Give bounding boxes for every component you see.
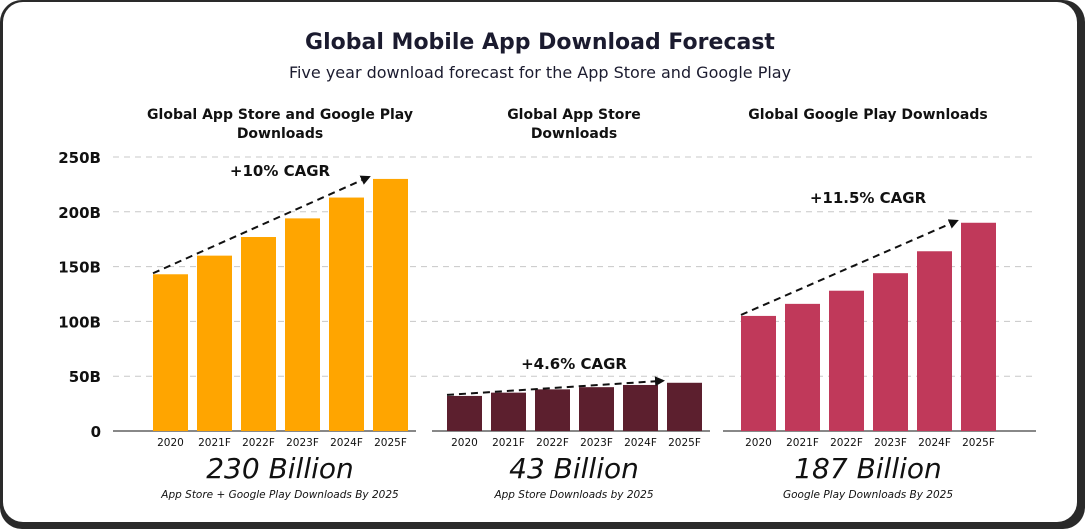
y-axis-ticks: 0 50B 100B 150B 200B 250B [58,149,101,441]
chart-title: Global Mobile App Download Forecast [305,30,775,55]
chart-card [3,2,1077,522]
x-tick-label: 2023F [286,437,319,449]
cagr-label: +4.6% CAGR [521,355,627,373]
cagr-label: +11.5% CAGR [810,189,927,207]
panel-1: Global App Store and Google Play Download… [113,107,416,501]
panel-title: Downloads [531,126,617,142]
bar [741,315,776,431]
chart-subtitle: Five year download forecast for the App … [289,63,791,82]
chart-panels: Global App Store and Google Play Download… [113,107,1036,501]
x-tick-label: 2020 [451,437,478,449]
panel-2: Global App Store Downloads 2020 2021F 2022F 2… [432,107,710,501]
panel-title: Global App Store [507,107,641,123]
bar [873,273,908,431]
bar [667,382,702,431]
x-tick-label: 2022F [536,437,569,449]
cagr-trend-arrow [446,376,665,396]
x-tick-label: 2025F [962,437,995,449]
x-tick-label: 2021F [492,437,525,449]
x-tick-label: 2021F [786,437,819,449]
total-caption: App Store Downloads by 2025 [493,489,653,501]
panel-3: Global Google Play Downloads 2020 2021F 202… [723,107,1036,501]
x-tick-label: 2022F [830,437,863,449]
bar [447,395,482,431]
panel-title: Global App Store and Google Play [147,107,413,123]
x-tick-label: 2020 [157,437,184,449]
cagr-label: +10% CAGR [230,162,331,180]
bar [623,384,658,431]
bar [961,222,996,431]
bar [241,237,276,431]
total-caption: App Store + Google Play Downloads By 202… [160,489,399,501]
x-tick-label: 2020 [745,437,772,449]
cagr-trend-arrow [740,219,959,316]
total-label: 187 Billion [794,452,942,485]
bar [535,389,570,431]
bar [491,392,526,431]
x-tick-label: 2023F [874,437,907,449]
y-tick-label: 200B [58,204,101,222]
bar [917,251,952,431]
bar [153,274,188,431]
bar [197,255,232,431]
panel-title: Global Google Play Downloads [748,107,987,123]
bar [285,218,320,431]
panel-title: Downloads [237,126,323,142]
bar [579,387,614,431]
x-tick-label: 2023F [580,437,613,449]
y-tick-label: 0 [91,423,101,441]
bar [373,178,408,431]
x-tick-label: 2024F [624,437,657,449]
cagr-trend-arrow [152,175,371,275]
y-tick-label: 50B [69,368,101,386]
total-caption: Google Play Downloads By 2025 [783,489,953,501]
bar [829,290,864,431]
x-tick-label: 2022F [242,437,275,449]
y-tick-label: 250B [58,149,101,167]
bar [329,197,364,431]
x-tick-label: 2024F [330,437,363,449]
x-tick-label: 2021F [198,437,231,449]
x-tick-label: 2024F [918,437,951,449]
y-tick-label: 150B [58,259,101,277]
x-tick-label: 2025F [668,437,701,449]
y-tick-label: 100B [58,313,101,331]
x-tick-label: 2025F [374,437,407,449]
bar [785,303,820,431]
total-label: 230 Billion [206,452,354,485]
total-label: 43 Billion [509,452,639,485]
